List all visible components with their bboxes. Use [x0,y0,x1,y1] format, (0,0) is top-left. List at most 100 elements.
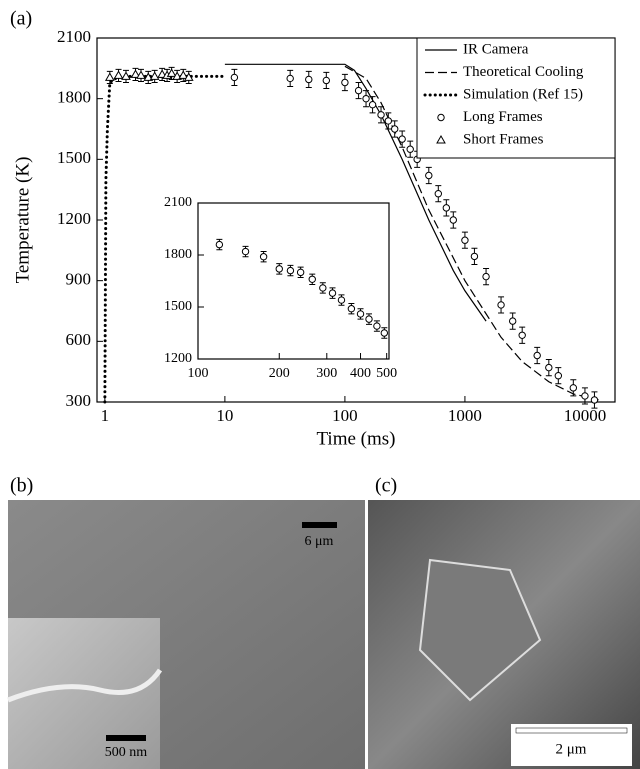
legend-label: Simulation (Ref 15) [463,86,583,102]
y-tick-label: 1500 [164,299,192,314]
data-point [354,86,363,95]
data-point [581,392,589,400]
x-tick-label: 300 [316,366,337,381]
y-tick-label: 1800 [57,88,91,107]
x-tick-label: 500 [376,366,397,381]
x-axis-label: Time (ms) [316,428,395,449]
data-point [497,301,505,309]
data-point [113,70,124,79]
grain [418,558,542,702]
data-point [286,74,294,83]
data-point [296,268,305,277]
scale-bar [515,727,628,734]
data-point [241,247,250,256]
data-point [178,70,189,79]
data-point [518,331,526,339]
legend-label: Theoretical Cooling [463,64,584,80]
legend-label: IR Camera [463,41,529,57]
data-point [305,75,313,84]
legend-marker [437,113,445,122]
legend-box [416,37,616,159]
data-point [508,317,517,325]
data-point [365,315,373,323]
grain-boundary [7,668,163,703]
data-point [328,289,337,297]
panel-label: (b) [10,475,33,497]
data-point [377,111,385,119]
scale-label: 6 μm [305,534,334,549]
data-point [569,384,578,392]
data-point [230,73,239,82]
data-point [373,322,381,330]
data-point [442,204,451,212]
data-point [215,240,224,249]
data-point [319,284,327,292]
y-tick-label: 300 [66,391,92,410]
legend-label: Long Frames [463,109,543,125]
data-point [136,70,146,79]
data-point [391,125,399,133]
panel-label: (c) [375,475,397,497]
series-line [224,63,487,322]
scale-label: 500 nm [105,745,148,760]
data-point [143,72,154,81]
data-point [286,266,295,275]
data-point [104,72,115,81]
x-tick-label: 100 [332,406,358,425]
data-point [341,78,349,87]
panel-label: (a) [10,8,32,30]
data-point [533,351,541,360]
data-point [121,71,131,80]
data-point [470,252,479,261]
data-point [461,236,469,244]
y-tick-label: 900 [66,270,92,289]
data-point [380,329,389,337]
data-point [183,72,194,81]
data-point [166,68,177,77]
legend-label: Short Frames [463,131,544,147]
data-point [398,135,406,143]
data-point [406,145,414,153]
data-point [482,272,490,281]
data-point [449,216,457,224]
x-tick-label: 10000 [564,406,607,425]
scale-bar [302,522,337,528]
scale-bar [106,735,146,741]
data-point [362,94,370,103]
data-point [384,117,393,125]
data-point [434,190,442,198]
x-tick-label: 10 [216,406,233,425]
y-tick-label: 2100 [57,27,91,46]
legend-marker [436,134,446,144]
x-tick-label: 100 [188,366,209,381]
x-tick-label: 400 [350,366,371,381]
series-line [344,65,599,401]
y-tick-label: 600 [66,330,92,349]
data-point [308,275,316,283]
y-tick-label: 1500 [57,148,91,167]
data-point [368,101,377,109]
data-point [356,310,365,318]
y-tick-label: 1200 [57,209,91,228]
data-point [259,253,268,261]
y-tick-label: 1200 [164,351,192,366]
x-tick-label: 1 [101,406,110,425]
y-tick-label: 1800 [164,247,192,262]
data-point [275,265,283,273]
data-point [322,76,331,85]
data-point [149,71,160,80]
y-tick-label: 2100 [164,195,192,210]
data-point [130,69,141,78]
data-point [347,305,356,313]
x-tick-label: 200 [269,366,290,381]
data-point [337,296,346,304]
data-point [425,171,433,180]
plot-frame [197,202,390,360]
data-point [590,396,599,404]
scale-label: 2 μm [556,741,587,757]
data-point [554,372,563,380]
y-axis-label: Temperature (K) [12,157,33,284]
x-tick-label: 1000 [448,406,482,425]
data-point [545,363,553,372]
